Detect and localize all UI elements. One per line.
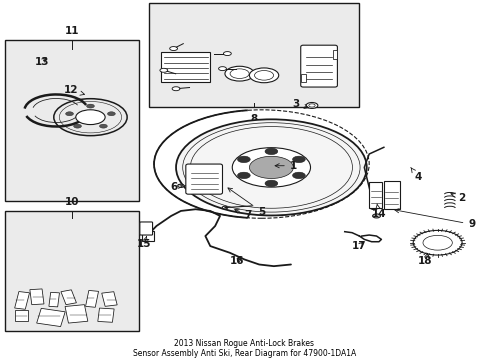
Bar xyxy=(5,40,139,201)
Text: 11: 11 xyxy=(65,26,80,36)
Bar xyxy=(85,291,98,307)
Ellipse shape xyxy=(160,68,167,72)
Text: 5: 5 xyxy=(227,188,264,217)
Text: 12: 12 xyxy=(63,85,84,95)
Bar xyxy=(300,74,305,82)
Ellipse shape xyxy=(176,119,366,216)
Ellipse shape xyxy=(65,112,73,116)
Ellipse shape xyxy=(249,68,278,83)
Ellipse shape xyxy=(249,156,293,179)
Ellipse shape xyxy=(172,87,180,91)
FancyBboxPatch shape xyxy=(185,164,222,194)
Text: 2: 2 xyxy=(450,193,465,203)
Ellipse shape xyxy=(369,206,377,210)
Bar xyxy=(149,3,359,107)
Text: 3: 3 xyxy=(292,99,308,109)
FancyBboxPatch shape xyxy=(300,45,337,87)
Text: 14: 14 xyxy=(371,204,386,219)
Ellipse shape xyxy=(232,148,310,187)
Ellipse shape xyxy=(99,124,107,128)
Text: 7: 7 xyxy=(234,209,252,220)
Ellipse shape xyxy=(264,180,277,186)
Text: 15: 15 xyxy=(137,237,151,249)
Ellipse shape xyxy=(264,148,277,154)
Text: 9: 9 xyxy=(394,209,474,229)
Ellipse shape xyxy=(76,110,105,125)
Ellipse shape xyxy=(372,214,380,218)
Ellipse shape xyxy=(107,112,115,116)
Text: 18: 18 xyxy=(417,253,432,266)
Bar xyxy=(161,52,210,82)
Ellipse shape xyxy=(292,172,305,179)
Bar xyxy=(30,289,44,305)
Ellipse shape xyxy=(177,184,183,188)
Bar xyxy=(142,231,154,241)
Bar xyxy=(98,308,114,322)
Text: 2013 Nissan Rogue Anti-Lock Brakes
Sensor Assembly Anti Ski, Rear Diagram for 47: 2013 Nissan Rogue Anti-Lock Brakes Senso… xyxy=(133,339,355,358)
Text: 17: 17 xyxy=(351,241,366,251)
Bar xyxy=(15,292,29,309)
Text: 16: 16 xyxy=(229,256,244,266)
Bar xyxy=(383,181,399,209)
Bar xyxy=(102,292,117,306)
Text: 6: 6 xyxy=(170,182,183,192)
Text: 8: 8 xyxy=(250,114,257,124)
Ellipse shape xyxy=(237,156,250,163)
Bar xyxy=(15,310,28,321)
Bar xyxy=(368,183,382,208)
Ellipse shape xyxy=(237,172,250,179)
Bar xyxy=(332,50,337,59)
Text: 4: 4 xyxy=(410,167,421,183)
Text: 1: 1 xyxy=(275,161,296,171)
Text: 10: 10 xyxy=(65,197,80,207)
Ellipse shape xyxy=(74,124,81,128)
Ellipse shape xyxy=(305,103,317,108)
Ellipse shape xyxy=(222,206,227,209)
Ellipse shape xyxy=(292,156,305,163)
Bar xyxy=(65,305,88,323)
Ellipse shape xyxy=(169,46,177,50)
Ellipse shape xyxy=(224,66,254,81)
Bar xyxy=(61,290,76,305)
Text: 13: 13 xyxy=(34,57,49,67)
Ellipse shape xyxy=(86,104,94,108)
Bar xyxy=(5,211,139,332)
FancyBboxPatch shape xyxy=(140,222,152,235)
Ellipse shape xyxy=(223,51,231,55)
Bar xyxy=(49,292,60,307)
Bar xyxy=(37,309,65,327)
Ellipse shape xyxy=(218,67,226,71)
